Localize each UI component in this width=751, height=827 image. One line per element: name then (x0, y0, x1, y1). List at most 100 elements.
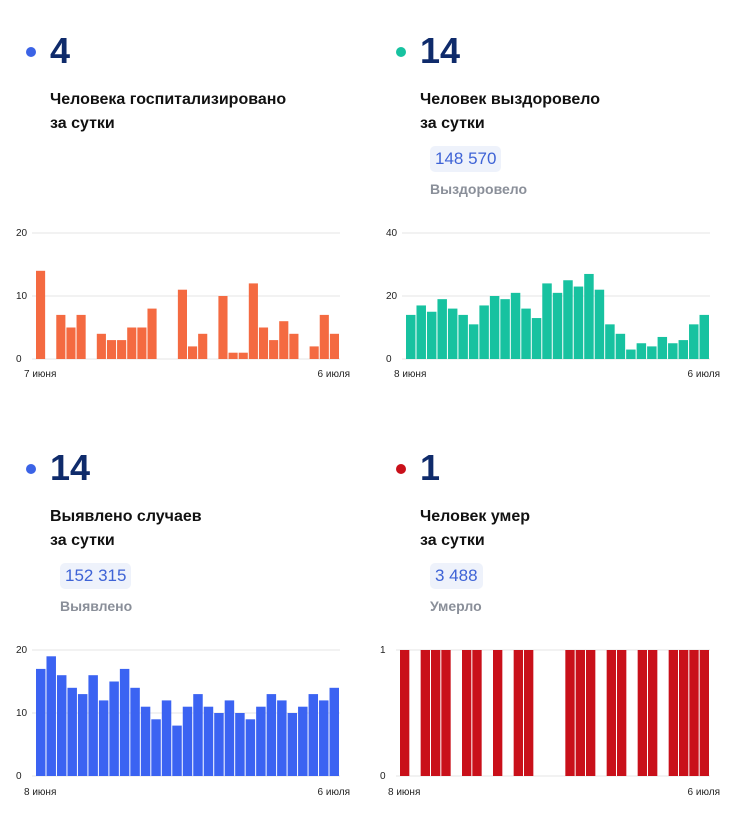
bar (400, 650, 410, 776)
y-tick-label: 20 (386, 291, 398, 302)
bar (88, 675, 98, 776)
bar (66, 327, 76, 359)
bar (188, 346, 198, 359)
bar (575, 650, 585, 776)
bar (458, 314, 468, 359)
bar (177, 289, 187, 359)
bar (668, 650, 678, 776)
bar (151, 719, 161, 776)
bar (542, 283, 552, 359)
bar (256, 706, 266, 776)
bar (637, 650, 647, 776)
bar (109, 681, 119, 776)
x-end-label: 6 июля (688, 369, 720, 380)
bar (468, 324, 479, 359)
bar (668, 343, 678, 359)
bar (699, 314, 709, 359)
bar (594, 289, 605, 359)
bar (127, 327, 137, 359)
bar (479, 305, 489, 359)
y-tick-label: 0 (16, 354, 22, 365)
bar (161, 700, 172, 776)
deaths-total: 3 488 (430, 563, 483, 589)
bar (573, 286, 584, 359)
bar (140, 706, 151, 776)
bar (513, 650, 523, 776)
hospitalized-count: 4 (50, 30, 71, 71)
y-tick-label: 10 (16, 291, 28, 302)
bar (266, 694, 277, 776)
bar (319, 700, 329, 776)
bar (636, 343, 647, 359)
bar (36, 668, 46, 776)
bar (472, 650, 482, 776)
bar (420, 650, 430, 776)
bar (329, 333, 339, 359)
y-tick-label: 1 (380, 645, 386, 656)
bar (626, 349, 636, 359)
bar (137, 327, 147, 359)
bar (287, 713, 298, 776)
y-tick-label: 0 (16, 771, 22, 782)
bar (228, 352, 238, 359)
bar (147, 308, 157, 359)
bar (510, 292, 521, 359)
status-dot (396, 464, 406, 474)
status-dot (26, 47, 36, 57)
bar (298, 706, 308, 776)
bar (203, 706, 214, 776)
deaths-label: Человек умер за сутки (420, 508, 531, 549)
cases-count: 14 (50, 447, 91, 488)
bar (248, 283, 258, 359)
x-end-label: 6 июля (318, 787, 350, 798)
bar (524, 650, 534, 776)
recovered-total-label: Выздоровело (430, 181, 528, 197)
recovered-label: Человек выздоровело за сутки (420, 91, 601, 132)
hospitalized-label: Человека госпитализировано за сутки (50, 91, 287, 132)
bar (319, 314, 329, 359)
bar (657, 336, 668, 359)
bar (426, 311, 437, 359)
y-tick-label: 20 (16, 645, 28, 656)
bar (289, 333, 299, 359)
bar (218, 296, 228, 359)
cases-total-label: Выявлено (60, 598, 133, 614)
bar (462, 650, 472, 776)
bar (117, 340, 127, 359)
bar (648, 650, 658, 776)
bar (279, 321, 289, 359)
bar (584, 273, 594, 359)
bar (269, 340, 279, 359)
bar (565, 650, 575, 776)
bar (605, 324, 615, 359)
bar (56, 314, 66, 359)
y-tick-label: 20 (16, 228, 28, 239)
bar (67, 687, 77, 776)
bar (238, 352, 248, 359)
bar (258, 327, 269, 359)
bar (617, 650, 627, 776)
bar (406, 314, 416, 359)
y-tick-label: 0 (380, 771, 386, 782)
cases-total: 152 315 (60, 563, 132, 589)
deaths-total-label: Умерло (430, 598, 482, 614)
bar (96, 333, 106, 359)
bar (193, 694, 203, 776)
bar (329, 687, 339, 776)
bar (106, 340, 117, 359)
bar (309, 346, 319, 359)
bar (245, 719, 256, 776)
bar (679, 650, 689, 776)
bar (98, 700, 109, 776)
bar (500, 299, 510, 359)
x-end-label: 6 июля (688, 787, 720, 798)
bar (689, 650, 699, 776)
cases-label: Выявлено случаев за сутки (50, 508, 202, 549)
bar (489, 296, 500, 359)
recovered-total: 148 570 (430, 146, 502, 172)
bar (531, 318, 542, 359)
x-start-label: 8 июня (394, 369, 426, 380)
status-dot (26, 464, 36, 474)
bar (647, 346, 657, 359)
bar (586, 650, 596, 776)
